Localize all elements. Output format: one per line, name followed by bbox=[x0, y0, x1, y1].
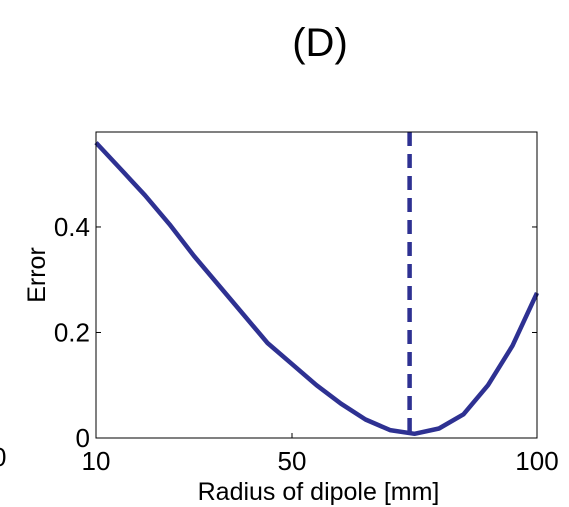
x-axis-label: Radius of dipole [mm] bbox=[198, 478, 440, 506]
left-edge-fragment: 0 bbox=[0, 442, 6, 472]
plot-area bbox=[94, 132, 540, 438]
y-axis-label: Error bbox=[23, 247, 51, 303]
x-tick-label-1: 50 bbox=[278, 446, 307, 476]
x-tick-label-0: 10 bbox=[82, 446, 111, 476]
y-axis: 0 0.2 0.4 bbox=[54, 212, 537, 453]
panel-title: (D) bbox=[292, 21, 348, 65]
series-line-0 bbox=[94, 141, 540, 437]
y-tick-label-0: 0 bbox=[76, 423, 90, 453]
x-tick-label-2: 100 bbox=[515, 446, 558, 476]
y-tick-label-2: 0.4 bbox=[54, 212, 90, 242]
y-tick-label-1: 0.2 bbox=[54, 317, 90, 347]
axes-box bbox=[95, 131, 538, 439]
x-axis: 10 50 100 bbox=[82, 433, 559, 476]
